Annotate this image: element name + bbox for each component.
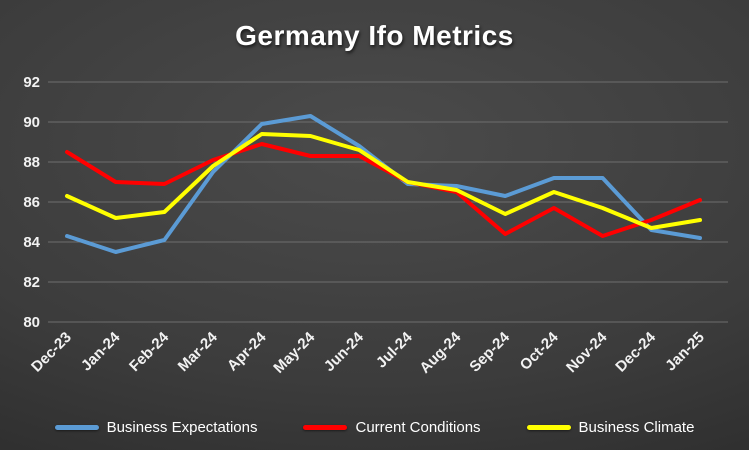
legend-swatch-business-climate <box>526 425 571 430</box>
x-tick-label: May-24 <box>270 328 318 376</box>
series-line-business-climate <box>65 132 702 230</box>
y-tick-label: 90 <box>23 114 40 131</box>
legend-label: Current Conditions <box>355 419 481 436</box>
y-tick-label: 80 <box>23 314 40 331</box>
x-tick-label: Nov-24 <box>563 328 611 376</box>
x-tick-label: Jan-25 <box>662 329 708 375</box>
x-tick-label: Feb-24 <box>126 328 173 375</box>
x-tick-label: Aug-24 <box>416 328 464 376</box>
y-tick-label: 86 <box>23 194 40 211</box>
x-tick-label: Apr-24 <box>224 328 270 374</box>
legend-item-business-expectations: Business Expectations <box>54 419 258 436</box>
x-tick-label: Jun-24 <box>321 328 368 375</box>
legend-swatch-current-conditions <box>303 425 348 430</box>
legend-item-current-conditions: Current Conditions <box>303 419 481 436</box>
series-line-current-conditions <box>65 142 702 238</box>
y-tick-label: 84 <box>23 234 40 251</box>
x-tick-label: Jan-24 <box>78 328 124 374</box>
x-tick-label: Sep-24 <box>466 328 513 375</box>
legend-label: Business Climate <box>578 419 695 436</box>
legend-item-business-climate: Business Climate <box>526 419 695 436</box>
x-tick-label: Dec-24 <box>612 328 659 375</box>
y-tick-label: 88 <box>23 154 40 171</box>
legend-label: Business Expectations <box>106 419 258 436</box>
y-tick-label: 92 <box>23 74 40 91</box>
y-tick-label: 82 <box>23 274 40 291</box>
x-tick-label: Oct-24 <box>517 328 562 373</box>
x-tick-label: Jul-24 <box>373 328 416 371</box>
x-tick-label: Dec-23 <box>28 329 75 376</box>
legend: Business Expectations Current Conditions B… <box>0 419 749 436</box>
chart-title: Germany Ifo Metrics <box>235 20 514 51</box>
x-tick-label: Mar-24 <box>175 328 222 375</box>
legend-swatch-business-expectations <box>54 425 99 430</box>
